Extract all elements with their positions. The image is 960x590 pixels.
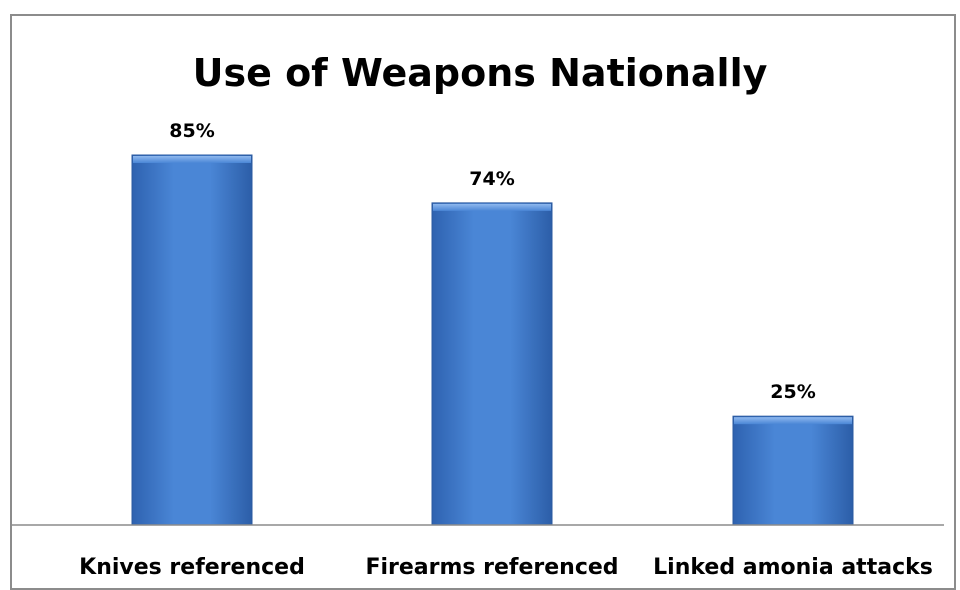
category-label-3: Linked amonia attacks bbox=[653, 555, 933, 580]
bar-body bbox=[131, 154, 253, 526]
category-label-2: Firearms referenced bbox=[365, 555, 618, 580]
bar-top-highlight bbox=[734, 417, 852, 425]
bars-layer bbox=[131, 154, 854, 526]
chart-title: Use of Weapons Nationally bbox=[193, 51, 768, 95]
data-label-3: 25% bbox=[770, 381, 815, 403]
bar-body bbox=[431, 202, 553, 526]
bar-top-highlight bbox=[133, 156, 251, 163]
data-label-1: 85% bbox=[169, 120, 214, 142]
category-axis-labels: Knives referenced Firearms referenced Link… bbox=[79, 555, 933, 580]
bar-body bbox=[732, 415, 854, 526]
bar-2 bbox=[431, 202, 553, 526]
data-label-2: 74% bbox=[469, 168, 514, 190]
data-labels-layer: 85% 74% 25% bbox=[169, 120, 815, 403]
bar-1 bbox=[131, 154, 253, 526]
category-label-1: Knives referenced bbox=[79, 555, 305, 580]
bar-top-highlight bbox=[433, 203, 551, 211]
bar-3 bbox=[732, 415, 854, 526]
